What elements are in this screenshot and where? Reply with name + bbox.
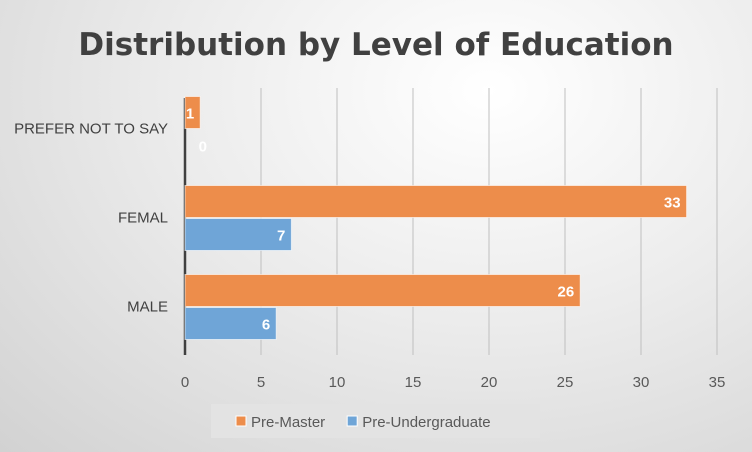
legend-swatch (346, 415, 358, 427)
bar (184, 274, 581, 307)
data-label: 26 (558, 284, 575, 301)
x-tick-label: 5 (257, 374, 265, 391)
legend: Pre-Master Pre-Undergraduate (211, 404, 540, 438)
category-label: MALE (127, 299, 168, 316)
data-label: 33 (664, 195, 681, 212)
legend-label: Pre-Undergraduate (362, 414, 490, 431)
x-tick-label: 20 (481, 374, 498, 391)
x-tick-label: 30 (633, 374, 650, 391)
data-label: 6 (262, 317, 270, 334)
bar (184, 307, 277, 340)
bar (184, 185, 688, 218)
x-tick-label: 25 (557, 374, 574, 391)
category-label: FEMAL (118, 210, 168, 227)
x-tick-label: 0 (181, 374, 189, 391)
bar (184, 218, 292, 251)
bar (184, 96, 201, 129)
data-label: 7 (277, 228, 285, 245)
category-label: PREFER NOT TO SAY (14, 121, 168, 138)
x-tick-label: 10 (329, 374, 346, 391)
legend-background (211, 404, 540, 438)
data-label: 0 (199, 139, 207, 156)
x-tick-label: 15 (405, 374, 422, 391)
legend-label: Pre-Master (251, 414, 325, 431)
chart-title: Distribution by Level of Education (78, 27, 673, 63)
legend-swatch (235, 415, 247, 427)
data-label: 1 (186, 106, 194, 123)
x-tick-label: 35 (709, 374, 726, 391)
